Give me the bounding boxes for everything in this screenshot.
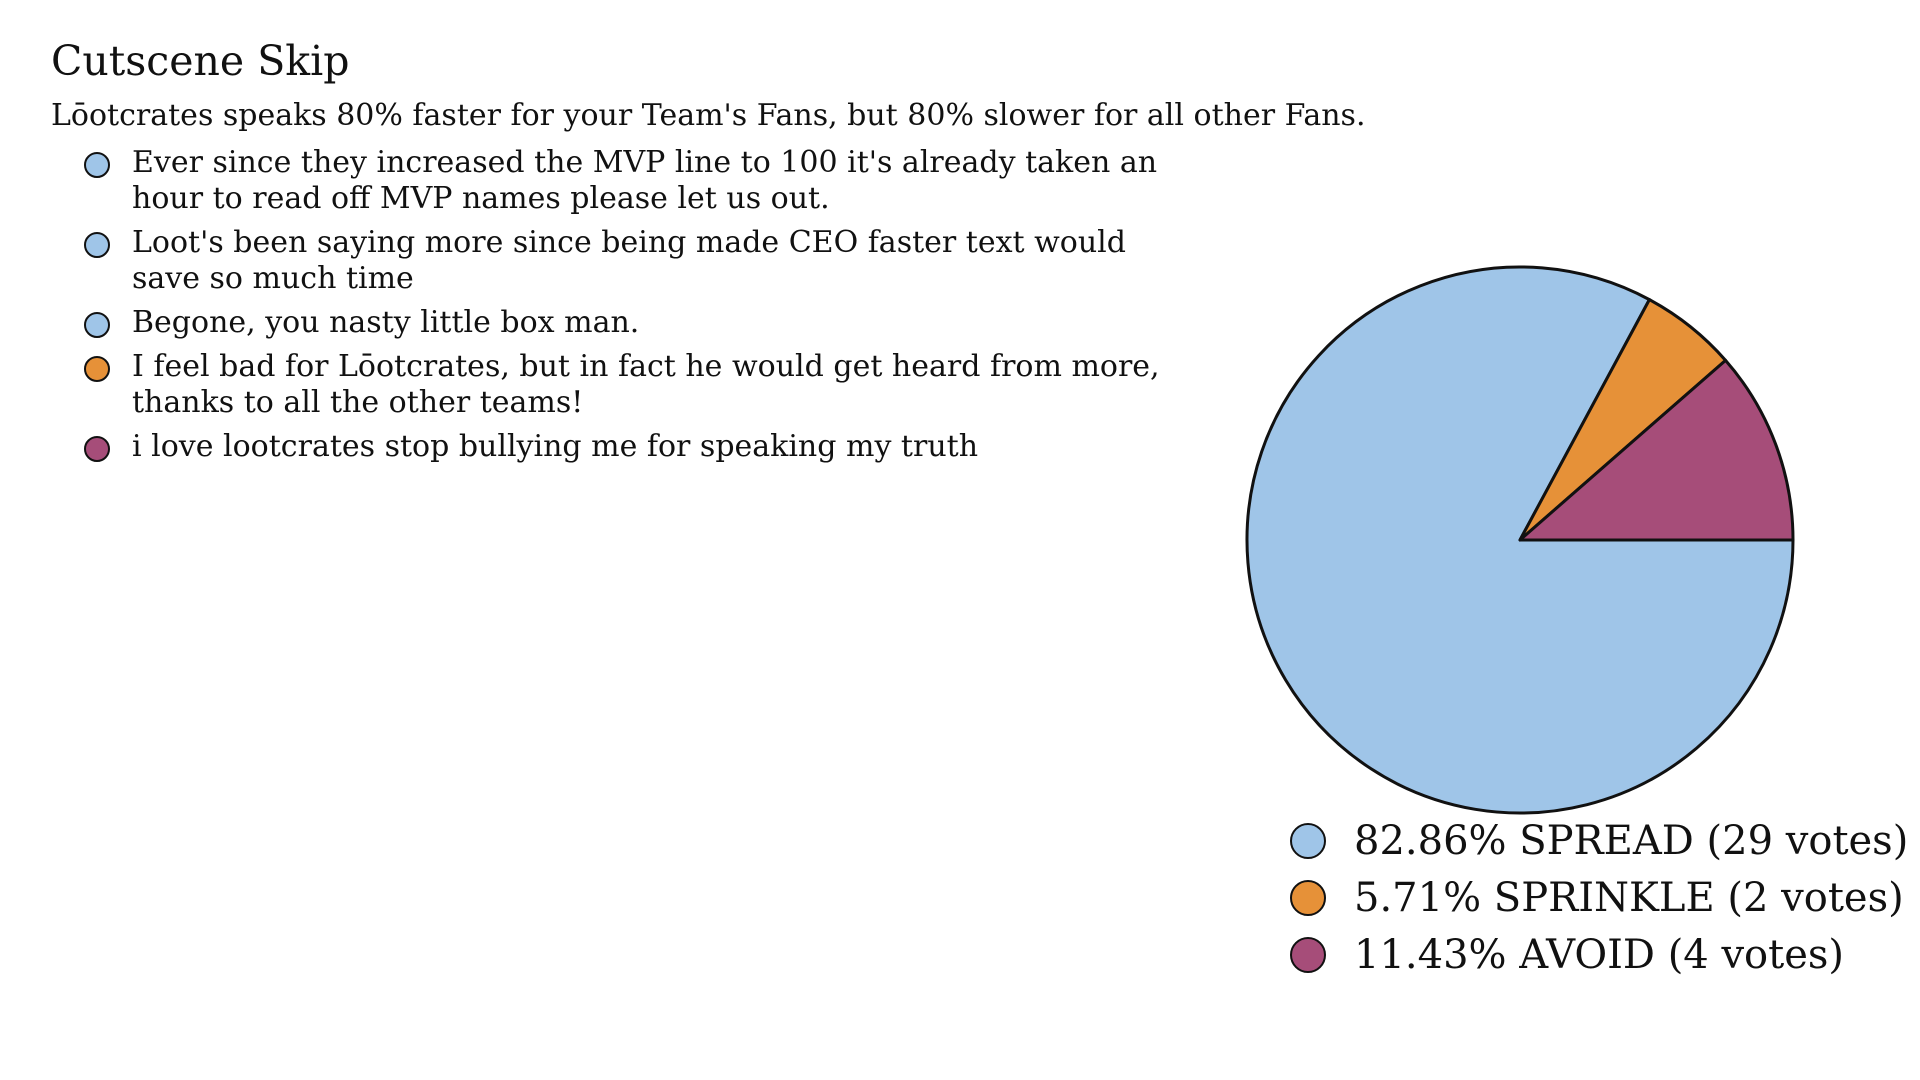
pie-slice-avoid [1518,358,1795,542]
legend-swatch-sprinkle [1290,879,1326,916]
comment-color-dot [84,436,110,462]
comment-item: Loot's been saying more since being made… [84,225,1184,297]
poll-subtitle: Lōotcrates speaks 80% faster for your Te… [51,98,1366,133]
comment-text: Loot's been saying more since being made… [132,225,1126,296]
legend-item-spread: 82.86% SPREAD (29 votes) [1290,812,1908,869]
comment-item: I feel bad for Lōotcrates, but in fact h… [84,349,1184,421]
comment-color-dot [84,232,110,258]
chart-legend: 82.86% SPREAD (29 votes) 5.71% SPRINKLE … [1290,812,1908,983]
comment-text: I feel bad for Lōotcrates, but in fact h… [132,349,1160,420]
pie-chart [1245,265,1795,815]
comment-item: Begone, you nasty little box man. [84,305,1184,341]
legend-swatch-avoid [1290,936,1326,973]
legend-item-avoid: 11.43% AVOID (4 votes) [1290,926,1908,983]
legend-label-avoid: 11.43% AVOID (4 votes) [1354,931,1845,978]
comment-text: Begone, you nasty little box man. [132,305,640,340]
legend-item-sprinkle: 5.71% SPRINKLE (2 votes) [1290,869,1908,926]
comment-text: Ever since they increased the MVP line t… [132,145,1158,216]
legend-label-sprinkle: 5.71% SPRINKLE (2 votes) [1354,874,1904,921]
comment-color-dot [84,356,110,382]
comment-color-dot [84,152,110,178]
comment-text: i love lootcrates stop bullying me for s… [132,429,979,464]
comment-item: i love lootcrates stop bullying me for s… [84,429,1184,465]
comment-color-dot [84,312,110,338]
legend-label-spread: 82.86% SPREAD (29 votes) [1354,817,1909,864]
comment-list: Ever since they increased the MVP line t… [84,145,1184,473]
comment-item: Ever since they increased the MVP line t… [84,145,1184,217]
legend-swatch-spread [1290,822,1326,859]
poll-title: Cutscene Skip [51,37,350,85]
